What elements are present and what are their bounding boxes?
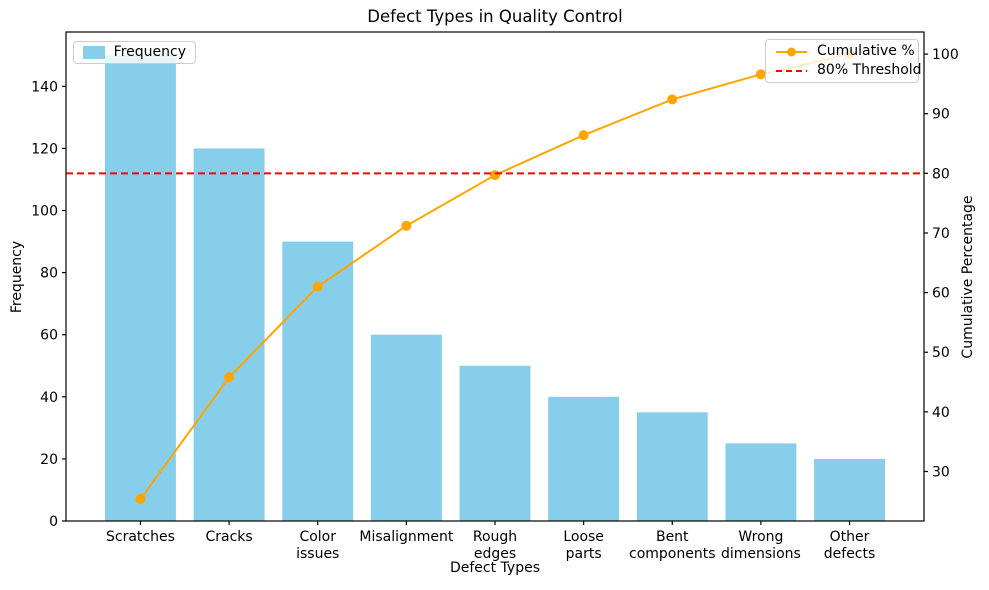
left-tick-label: 120 xyxy=(31,141,58,157)
cumulative-marker-6 xyxy=(667,94,678,105)
right-tick-label: 40 xyxy=(932,405,950,421)
x-tick-label-8: Other defects xyxy=(824,529,876,562)
legend-frequency-label: Frequency xyxy=(113,44,186,60)
x-tick-label-3: Misalignment xyxy=(359,529,454,545)
bar-0 xyxy=(105,55,176,522)
cumulative-marker-3 xyxy=(401,220,412,231)
bar-3 xyxy=(370,334,442,521)
right-tick-label: 60 xyxy=(932,286,950,302)
right-tick-label: 30 xyxy=(932,465,950,481)
x-tick-label-7: Wrong dimensions xyxy=(721,529,801,562)
bar-4 xyxy=(459,365,531,521)
frequency-swatch-icon xyxy=(83,46,105,59)
threshold-line-icon xyxy=(776,69,807,72)
bar-7 xyxy=(725,443,797,521)
legend-threshold-label: 80% Threshold xyxy=(817,62,922,78)
cumulative-marker-1 xyxy=(224,372,235,383)
right-tick-label: 80 xyxy=(932,166,950,182)
cumulative-marker-5 xyxy=(578,130,589,141)
right-tick-label: 100 xyxy=(932,47,959,63)
bar-1 xyxy=(193,148,265,521)
x-tick-label-6: Bent components xyxy=(629,529,716,562)
left-tick-label: 0 xyxy=(49,514,58,530)
left-tick-label: 80 xyxy=(40,266,58,282)
legend-cumulative: Cumulative % 80% Threshold xyxy=(765,39,922,83)
legend-cumulative-label: Cumulative % xyxy=(817,43,915,59)
left-tick-label: 140 xyxy=(31,79,58,95)
bar-5 xyxy=(548,396,620,521)
x-tick-label-4: Rough edges xyxy=(473,529,517,562)
left-tick-label: 100 xyxy=(31,204,58,220)
left-tick-label: 60 xyxy=(40,328,58,344)
cumulative-marker-2 xyxy=(312,281,323,292)
bar-8 xyxy=(814,458,885,521)
left-tick-label: 40 xyxy=(40,390,58,406)
x-tick-label-5: Loose parts xyxy=(563,529,604,562)
left-tick-label: 20 xyxy=(40,452,58,468)
cumulative-marker-7 xyxy=(755,69,766,80)
x-tick-label-2: Color issues xyxy=(296,529,339,562)
x-tick-label-0: Scratches xyxy=(106,529,175,545)
right-tick-label: 90 xyxy=(932,107,950,123)
chart-title: Defect Types in Quality Control xyxy=(367,7,623,26)
x-axis-title: Defect Types xyxy=(449,560,541,576)
right-tick-label: 70 xyxy=(932,226,950,242)
cumulative-marker-4 xyxy=(490,170,500,181)
right-tick-label: 50 xyxy=(932,345,950,361)
cumulative-line-icon xyxy=(776,47,807,56)
bar-6 xyxy=(636,412,708,521)
cumulative-marker-0 xyxy=(135,493,146,504)
legend-frequency: Frequency xyxy=(73,41,196,64)
x-tick-label-1: Cracks xyxy=(205,529,252,545)
